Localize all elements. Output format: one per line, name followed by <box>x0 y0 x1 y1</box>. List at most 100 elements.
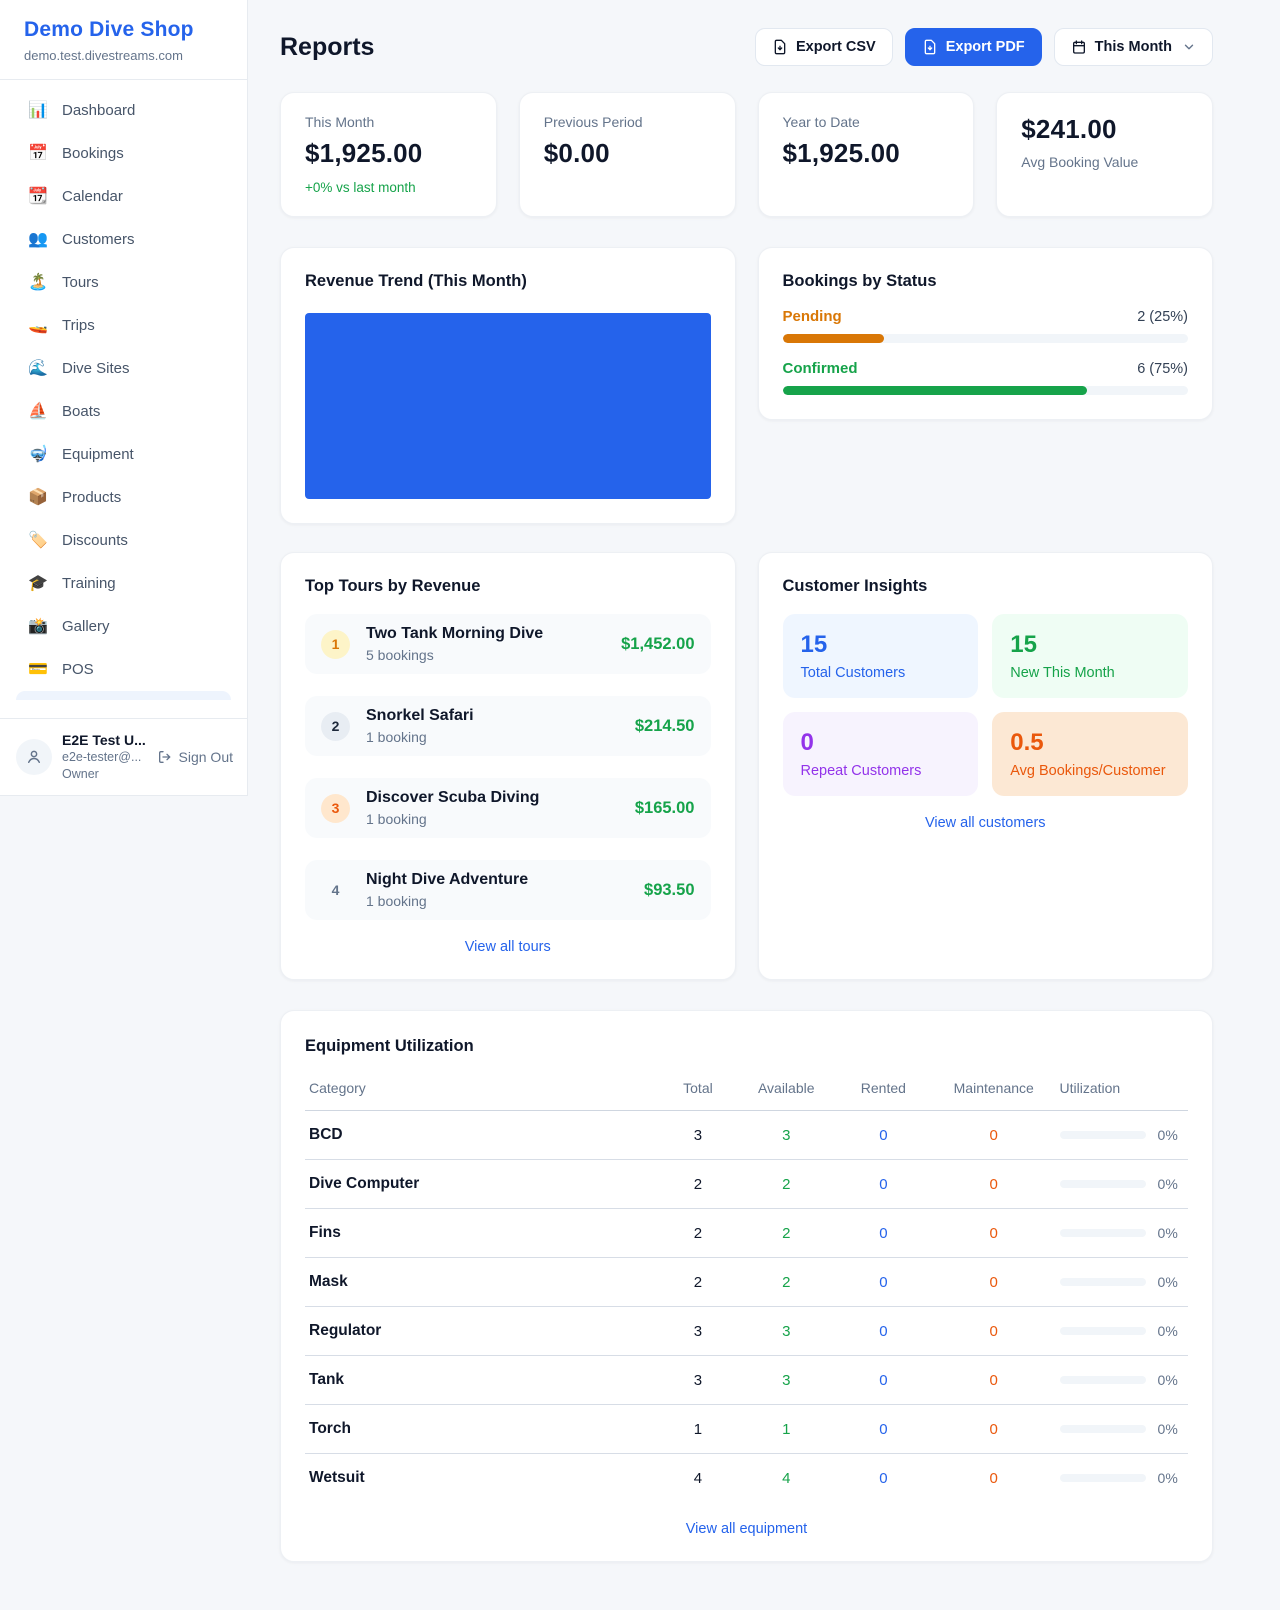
stat-value: $0.00 <box>543 138 610 168</box>
shop-name: Demo Dive Shop <box>24 18 194 41</box>
sailboat-icon: ⛵ <box>28 403 48 420</box>
equipment-rented: 0 <box>834 1404 932 1454</box>
wave-icon: 🌊 <box>28 360 48 377</box>
table-row: Tank 3 3 0 0 0% <box>305 1355 1188 1405</box>
stat-card-this-month: This Month $1,925.00 +0% vs last month <box>280 92 497 217</box>
utilization-bar <box>1059 1327 1146 1335</box>
stat-card-previous-period: Previous Period $0.00 <box>518 92 736 217</box>
export-pdf-label: Export PDF <box>945 39 1025 55</box>
export-csv-label: Export CSV <box>795 39 876 55</box>
sign-out-label: Sign Out <box>178 749 233 765</box>
sidebar-item-calendar[interactable]: 📆 Calendar <box>16 175 231 218</box>
tile-value: 15 <box>1010 631 1037 658</box>
sidebar-item-training[interactable]: 🎓 Training <box>16 562 231 605</box>
sidebar-item-boats[interactable]: ⛵ Boats <box>16 390 231 433</box>
tile-value: 15 <box>800 631 828 658</box>
equipment-rented: 0 <box>834 1159 932 1209</box>
top-tours-title: Top Tours by Revenue <box>305 577 481 595</box>
people-icon: 👥 <box>28 231 48 248</box>
col-category: Category <box>305 1070 659 1111</box>
equipment-category: Fins <box>305 1208 659 1258</box>
sidebar-item-label: Customers <box>62 231 135 248</box>
sidebar-item-dive-sites[interactable]: 🌊 Dive Sites <box>16 347 231 390</box>
equipment-utilization: 0% <box>1055 1257 1188 1307</box>
tour-row: 3 Discover Scuba Diving 1 booking $165.0… <box>305 778 711 838</box>
view-all-equipment-link[interactable]: View all equipment <box>305 1521 1188 1537</box>
sidebar-item-discounts[interactable]: 🏷️ Discounts <box>16 519 231 562</box>
equipment-rented: 0 <box>834 1355 932 1405</box>
equipment-header-row: Category Total Available Rented Maintena… <box>305 1070 1188 1111</box>
sidebar-item-equipment[interactable]: 🤿 Equipment <box>16 433 231 476</box>
sidebar-item-label: Gallery <box>62 618 110 635</box>
sidebar-item-dashboard[interactable]: 📊 Dashboard <box>16 89 231 132</box>
insights-row: Top Tours by Revenue 1 Two Tank Morning … <box>280 552 1213 980</box>
insight-tiles: 15 Total Customers 15 New This Month 0 R… <box>782 614 1188 796</box>
rank-badge: 4 <box>331 882 340 898</box>
tour-bookings: 1 booking <box>366 893 427 909</box>
equipment-utilization-card: Equipment Utilization Category Total Ava… <box>280 1010 1213 1562</box>
view-all-tours-link[interactable]: View all tours <box>305 939 711 955</box>
tour-name: Snorkel Safari <box>366 707 474 724</box>
page-title: Reports <box>280 32 375 61</box>
tour-row: 2 Snorkel Safari 1 booking $214.50 <box>305 696 711 756</box>
sign-out-button[interactable]: Sign Out <box>157 749 233 765</box>
equipment-category: BCD <box>305 1110 659 1160</box>
file-download-icon <box>774 39 786 55</box>
period-dropdown[interactable]: This Month <box>1053 28 1213 66</box>
equipment-category: Mask <box>305 1257 659 1307</box>
bookings-by-status-title: Bookings by Status <box>782 272 937 290</box>
table-row: Mask 2 2 0 0 0% <box>305 1257 1188 1307</box>
export-csv-button[interactable]: Export CSV <box>754 28 893 66</box>
sidebar-item-tours[interactable]: 🏝️ Tours <box>16 261 231 304</box>
sidebar-item-gallery[interactable]: 📸 Gallery <box>16 605 231 648</box>
user-email: e2e-tester@... <box>62 750 142 764</box>
user-role: Owner <box>62 767 99 781</box>
utilization-percent: 0% <box>1157 1421 1178 1437</box>
sidebar-item-label: Equipment <box>62 446 134 463</box>
sidebar-item-products[interactable]: 📦 Products <box>16 476 231 519</box>
equipment-maintenance: 0 <box>931 1355 1056 1405</box>
equipment-maintenance: 0 <box>989 1469 998 1487</box>
equipment-total: 2 <box>658 1257 738 1307</box>
calendar-date-icon: 📅 <box>28 145 48 162</box>
revenue-trend-chart <box>305 313 711 499</box>
graduation-cap-icon: 🎓 <box>28 575 48 592</box>
utilization-percent: 0% <box>1157 1323 1178 1339</box>
view-all-customers-link[interactable]: View all customers <box>783 815 1189 831</box>
equipment-available: 2 <box>737 1159 835 1209</box>
equipment-maintenance: 0 <box>931 1306 1056 1356</box>
equipment-utilization: 0% <box>1055 1355 1188 1405</box>
sidebar-item-label: Tours <box>62 274 99 291</box>
export-pdf-button[interactable]: Export PDF <box>904 28 1042 66</box>
tile-value: 0 <box>800 729 814 756</box>
equipment-total: 2 <box>658 1159 738 1209</box>
equipment-total: 4 <box>693 1469 703 1487</box>
package-icon: 📦 <box>28 489 48 506</box>
col-rented: Rented <box>834 1070 932 1111</box>
sidebar-item-label: Discounts <box>62 532 128 549</box>
sidebar: Demo Dive Shop demo.test.divestreams.com… <box>0 0 248 796</box>
stat-label: Avg Booking Value <box>1021 154 1139 170</box>
utilization-bar <box>1059 1131 1146 1139</box>
table-row: Fins 2 2 0 0 0% <box>305 1208 1188 1258</box>
sidebar-item-label: Dive Sites <box>62 360 130 377</box>
sidebar-item-pos[interactable]: 💳 POS <box>16 648 231 691</box>
sidebar-item-trips[interactable]: 🚤 Trips <box>16 304 231 347</box>
stat-value: $1,925.00 <box>305 138 423 168</box>
status-bar-track <box>782 386 1188 395</box>
equipment-total: 3 <box>658 1306 738 1356</box>
equipment-category: Wetsuit <box>309 1469 365 1486</box>
equipment-available: 1 <box>737 1404 835 1454</box>
tour-bookings: 1 booking <box>366 811 427 827</box>
period-label: This Month <box>1094 39 1172 55</box>
equipment-maintenance: 0 <box>931 1159 1056 1209</box>
tile-label: Repeat Customers <box>800 763 922 779</box>
sidebar-item-customers[interactable]: 👥 Customers <box>16 218 231 261</box>
sidebar-item-reports-partial[interactable] <box>16 691 231 700</box>
sidebar-item-bookings[interactable]: 📅 Bookings <box>16 132 231 175</box>
utilization-bar <box>1059 1229 1146 1237</box>
logout-icon <box>158 751 170 763</box>
status-value: 6 (75%) <box>1137 361 1188 377</box>
equipment-available: 4 <box>782 1469 791 1487</box>
equipment-table: Category Total Available Rented Maintena… <box>305 1070 1188 1502</box>
